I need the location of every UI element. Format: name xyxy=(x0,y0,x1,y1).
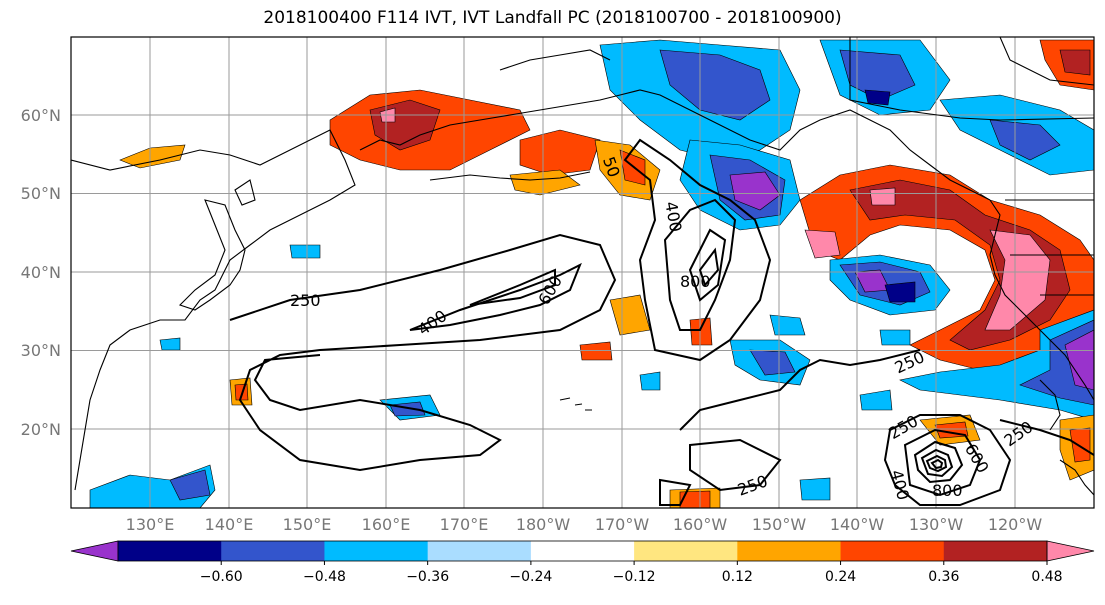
graticule xyxy=(71,37,1094,508)
lat-label: 60°N xyxy=(21,106,61,125)
lat-axis: 60°N 50°N 40°N 30°N 20°N xyxy=(21,106,61,439)
colorbar-segment xyxy=(634,541,738,561)
lon-label: 140°E xyxy=(205,515,254,534)
map-title: 2018100400 F114 IVT, IVT Landfall PC (20… xyxy=(263,8,842,28)
map-frame xyxy=(70,36,1095,509)
colorbar-tick-label: −0.60 xyxy=(200,569,243,585)
lat-label: 50°N xyxy=(21,184,61,203)
colorbar-segment xyxy=(118,541,222,561)
colorbar-tick-label: −0.36 xyxy=(406,569,449,585)
map-area xyxy=(71,37,1094,508)
colorbar-segment xyxy=(737,541,842,561)
lon-label: 170°W xyxy=(595,515,650,534)
contour-label: 800 xyxy=(680,272,711,291)
colorbar-extend-low xyxy=(70,540,119,562)
colorbar-segment xyxy=(427,541,532,561)
colorbar-segment xyxy=(221,541,325,561)
contour-label: 800 xyxy=(932,481,963,500)
colorbar-tick-label: 0.48 xyxy=(1031,569,1062,585)
colorbar-segment xyxy=(943,541,1048,561)
colorbar-segment xyxy=(324,541,429,561)
lon-label: 160°W xyxy=(673,515,728,534)
lat-label: 30°N xyxy=(21,341,61,360)
lon-label: 170°E xyxy=(440,515,489,534)
colorbar-segment xyxy=(530,541,635,561)
lat-label: 40°N xyxy=(21,263,61,282)
lon-label: 160°E xyxy=(362,515,411,534)
colorbar-tick-label: 0.24 xyxy=(825,569,856,585)
ivt-contours xyxy=(229,138,1094,506)
lon-label: 130°W xyxy=(909,515,964,534)
lon-label: 120°W xyxy=(988,515,1043,534)
colorbar-frame xyxy=(117,540,1048,562)
lon-label: 150°E xyxy=(283,515,332,534)
colorbar-tick-label: 0.36 xyxy=(928,569,959,585)
contour-label: 250 xyxy=(290,291,321,310)
colorbar-extend-high xyxy=(1046,540,1095,562)
colorbar-tick-label: −0.12 xyxy=(613,569,656,585)
lon-label: 180°W xyxy=(516,515,571,534)
colorbar-segment xyxy=(840,541,945,561)
colorbar-tick-label: −0.48 xyxy=(303,569,346,585)
lon-label: 150°W xyxy=(752,515,807,534)
colorbar-tick-label: 0.12 xyxy=(722,569,753,585)
coastlines xyxy=(71,37,1094,496)
lon-label: 140°W xyxy=(830,515,885,534)
lon-label: 130°E xyxy=(126,515,175,534)
lat-label: 20°N xyxy=(21,420,61,439)
lon-axis: 130°E 140°E 150°E 160°E 170°E 180°W 170°… xyxy=(126,515,1043,534)
colorbar: −0.60 −0.48 −0.36 −0.24 −0.12 0.12 0.24 0.36 0.4… xyxy=(70,540,1095,585)
colorbar-tick-label: −0.24 xyxy=(509,569,552,585)
